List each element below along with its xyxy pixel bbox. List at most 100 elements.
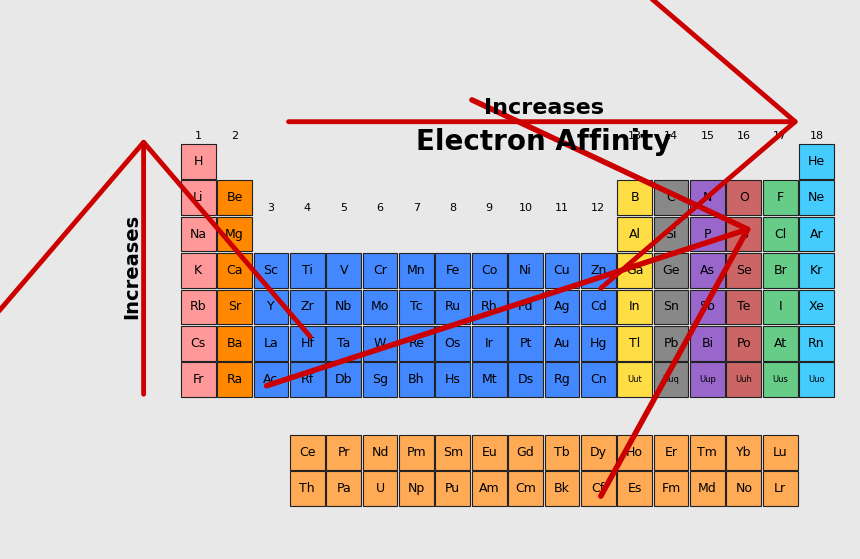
Text: Re: Re <box>408 337 425 350</box>
Text: Ce: Ce <box>299 446 316 459</box>
Bar <box>472 362 507 397</box>
Bar <box>727 290 761 324</box>
Text: Au: Au <box>554 337 570 350</box>
Text: Mo: Mo <box>371 300 390 314</box>
Bar <box>727 217 761 252</box>
Bar <box>472 290 507 324</box>
Text: Ho: Ho <box>626 446 643 459</box>
Bar <box>508 471 543 506</box>
Text: O: O <box>739 191 749 204</box>
Text: Rh: Rh <box>481 300 497 314</box>
Bar <box>326 326 361 361</box>
Bar <box>654 290 688 324</box>
Text: Tm: Tm <box>697 446 717 459</box>
Bar <box>218 290 252 324</box>
Text: Bh: Bh <box>408 373 425 386</box>
Bar <box>580 435 616 470</box>
Text: 11: 11 <box>555 203 569 214</box>
Text: Fm: Fm <box>661 482 680 495</box>
Text: Ca: Ca <box>226 264 243 277</box>
Text: Uus: Uus <box>772 375 788 384</box>
Text: Rg: Rg <box>554 373 570 386</box>
Text: At: At <box>774 337 787 350</box>
Text: Lu: Lu <box>773 446 788 459</box>
Text: Tl: Tl <box>629 337 641 350</box>
Text: Ge: Ge <box>662 264 679 277</box>
Text: Th: Th <box>299 482 315 495</box>
Bar <box>363 326 397 361</box>
Bar <box>508 362 543 397</box>
Bar <box>218 181 252 215</box>
Text: W: W <box>374 337 386 350</box>
Bar <box>690 181 725 215</box>
Bar <box>326 253 361 288</box>
Text: Mt: Mt <box>482 373 497 386</box>
Bar <box>690 435 725 470</box>
Text: Li: Li <box>193 191 204 204</box>
Text: 10: 10 <box>519 203 532 214</box>
Bar <box>290 435 325 470</box>
Bar <box>690 326 725 361</box>
Text: Mn: Mn <box>407 264 426 277</box>
Text: Be: Be <box>226 191 243 204</box>
Text: Sc: Sc <box>263 264 279 277</box>
Text: Pt: Pt <box>519 337 531 350</box>
Text: Pd: Pd <box>518 300 533 314</box>
Text: Mg: Mg <box>225 228 244 240</box>
Bar <box>654 217 688 252</box>
Bar <box>290 290 325 324</box>
Text: Sr: Sr <box>228 300 241 314</box>
Bar <box>472 435 507 470</box>
Bar <box>799 144 834 179</box>
Bar <box>363 290 397 324</box>
Bar <box>181 362 216 397</box>
Text: V: V <box>340 264 348 277</box>
Text: Increases: Increases <box>483 98 604 117</box>
Bar <box>763 217 797 252</box>
Text: Rf: Rf <box>301 373 314 386</box>
Text: Sg: Sg <box>372 373 388 386</box>
Bar <box>654 471 688 506</box>
Bar <box>218 253 252 288</box>
Text: C: C <box>666 191 675 204</box>
Text: Te: Te <box>737 300 751 314</box>
Bar <box>181 290 216 324</box>
Bar <box>763 290 797 324</box>
Bar <box>363 253 397 288</box>
Bar <box>580 326 616 361</box>
Bar <box>399 290 433 324</box>
Bar <box>654 326 688 361</box>
Text: Co: Co <box>481 264 497 277</box>
Text: Cf: Cf <box>592 482 605 495</box>
Bar <box>181 181 216 215</box>
Bar <box>727 362 761 397</box>
Text: Cs: Cs <box>191 337 206 350</box>
Text: Cn: Cn <box>590 373 606 386</box>
Bar <box>763 253 797 288</box>
Text: Gd: Gd <box>517 446 534 459</box>
Bar <box>617 181 652 215</box>
Bar <box>290 362 325 397</box>
Text: Ti: Ti <box>302 264 313 277</box>
Bar <box>690 471 725 506</box>
Bar <box>181 144 216 179</box>
Text: Increases: Increases <box>122 214 142 319</box>
Text: Pu: Pu <box>445 482 460 495</box>
Bar <box>580 362 616 397</box>
Text: K: K <box>194 264 202 277</box>
Text: Cm: Cm <box>515 482 536 495</box>
Text: Kr: Kr <box>810 264 823 277</box>
Bar <box>181 217 216 252</box>
Bar <box>254 290 288 324</box>
Text: Uup: Uup <box>699 375 716 384</box>
Bar <box>472 326 507 361</box>
Bar <box>254 253 288 288</box>
Bar <box>690 290 725 324</box>
Text: Pb: Pb <box>663 337 679 350</box>
Text: U: U <box>376 482 384 495</box>
Text: 17: 17 <box>773 131 787 141</box>
Bar <box>399 326 433 361</box>
Bar <box>617 217 652 252</box>
Text: Er: Er <box>665 446 678 459</box>
Text: Hg: Hg <box>590 337 607 350</box>
